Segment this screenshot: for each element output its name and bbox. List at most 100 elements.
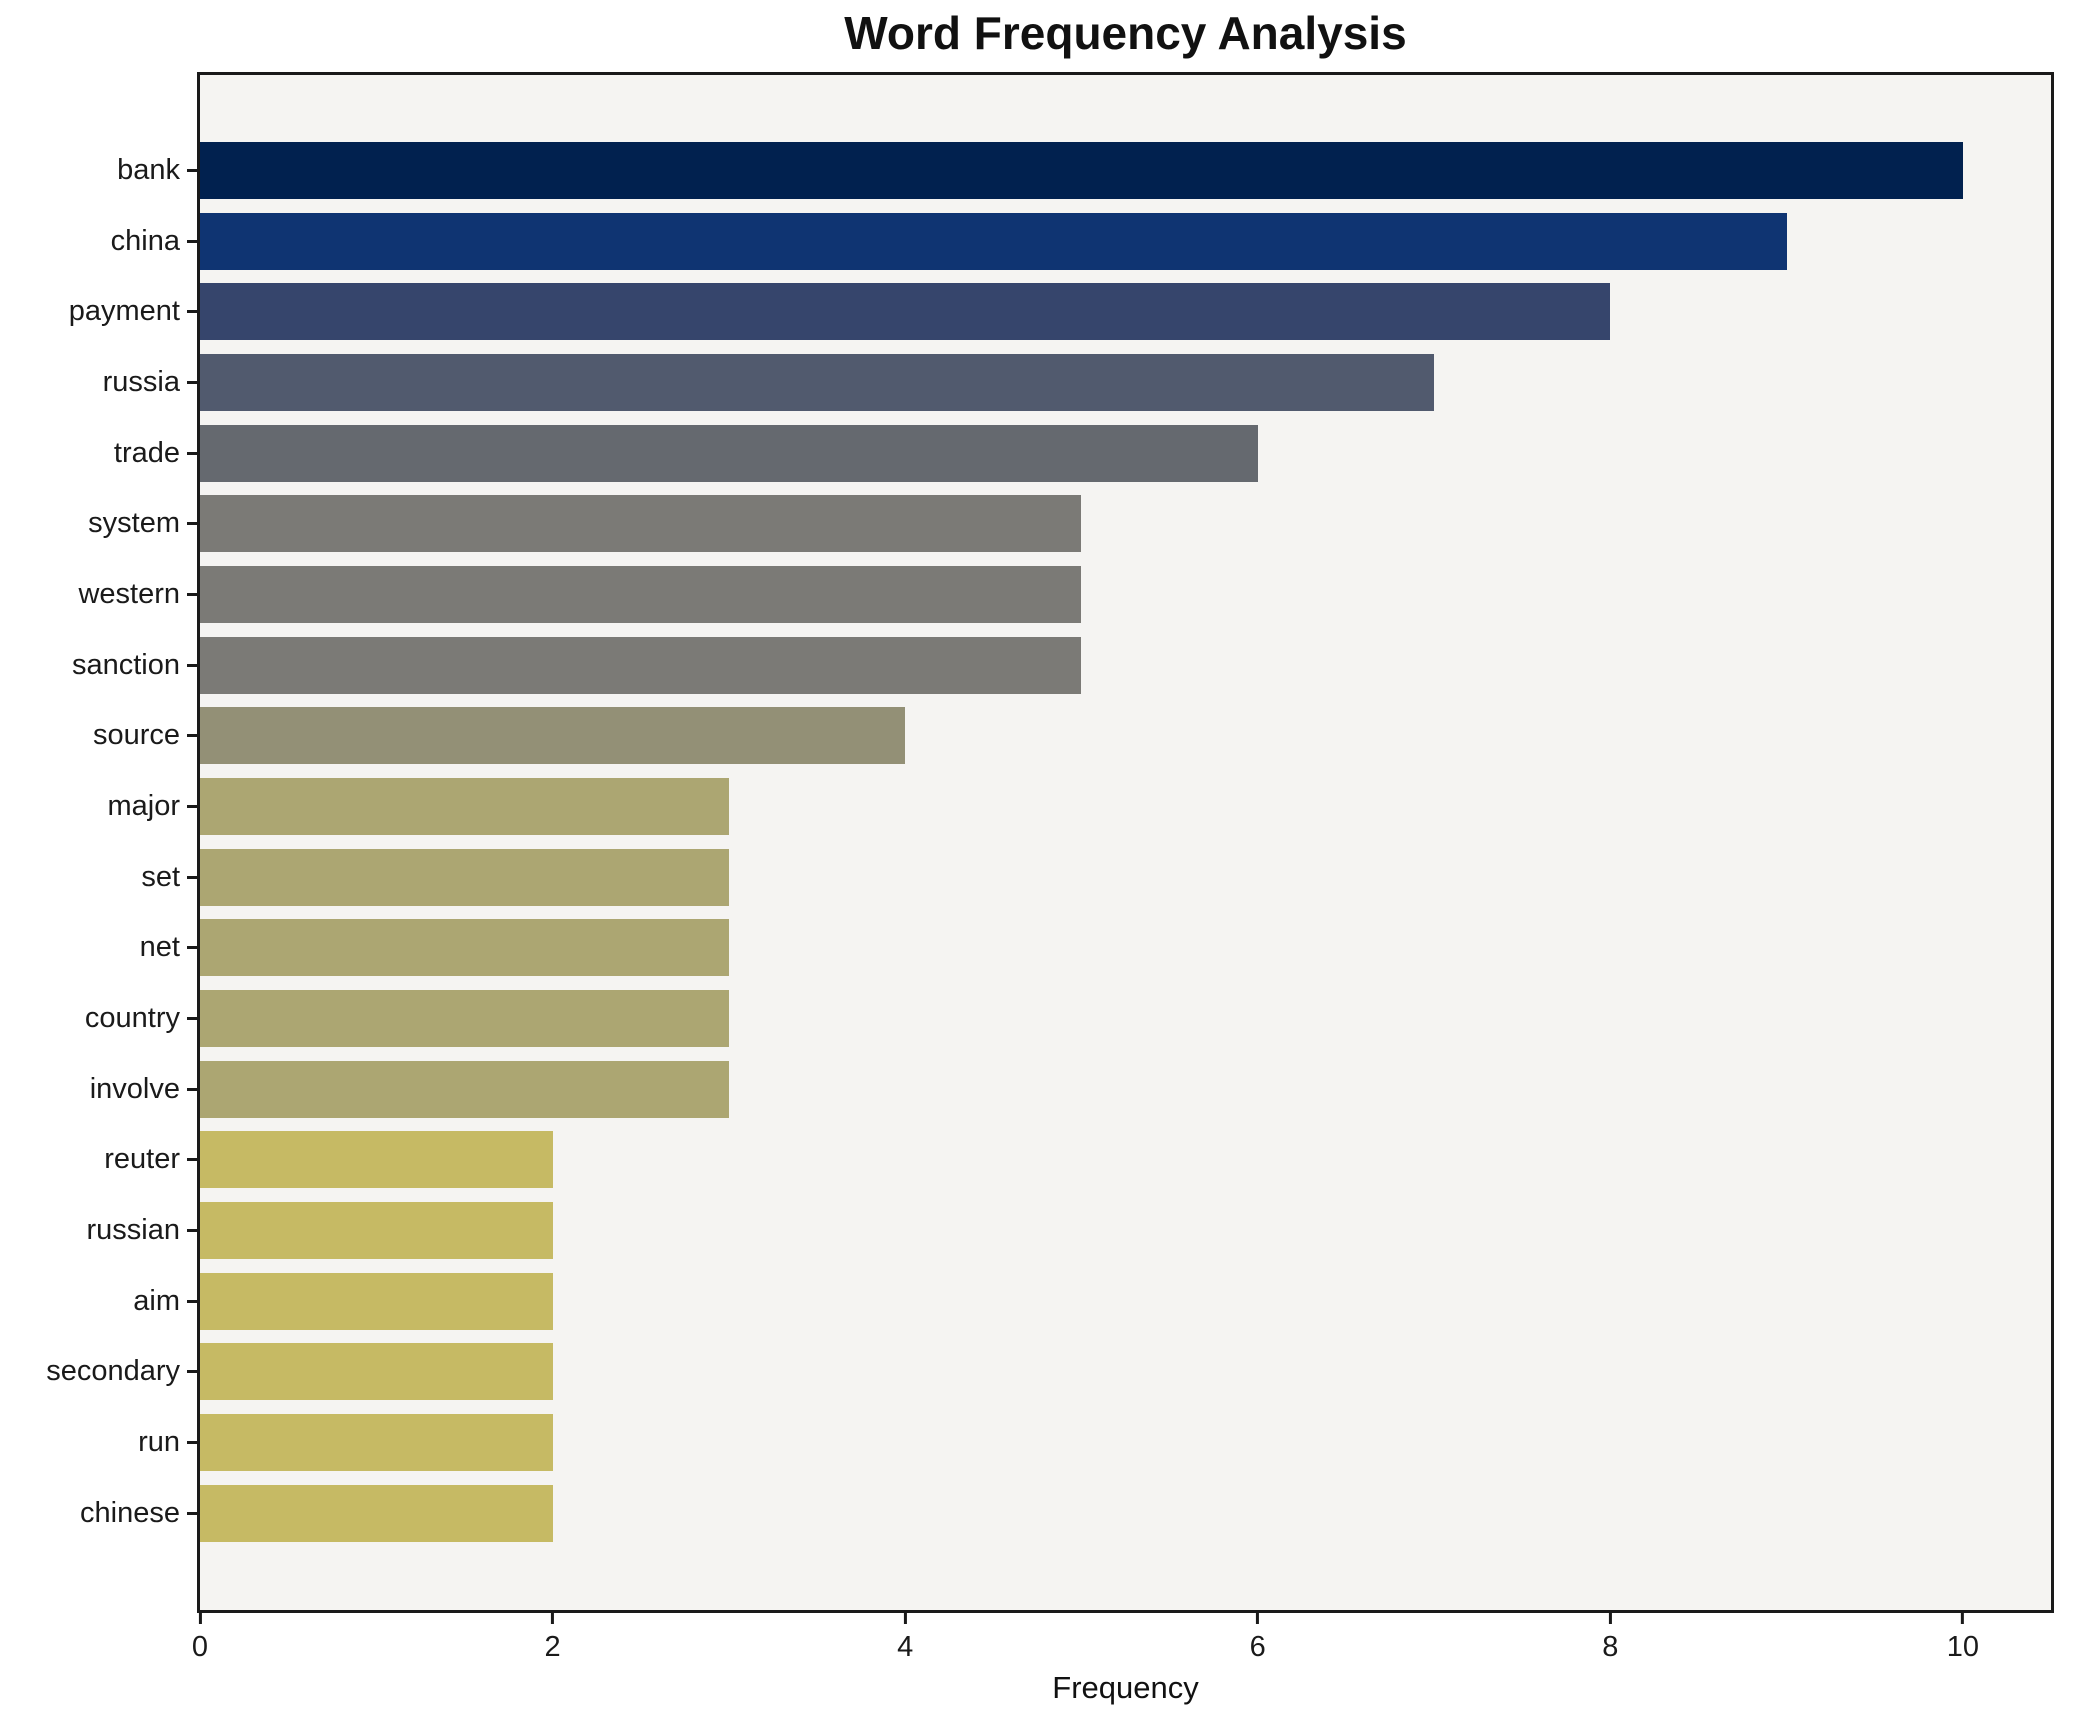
bar-western [200, 566, 1082, 624]
bar-sanction [200, 636, 1082, 694]
y-tick-mark [187, 310, 197, 314]
y-axis-labels: bank china payment russia trade system western… [0, 142, 197, 1542]
bar-row-secondary [200, 1343, 2051, 1401]
bar-row-payment [200, 283, 2051, 341]
y-tick-mark [187, 1158, 197, 1162]
y-axis-label-country: country [84, 1002, 180, 1035]
y-tick-mark [187, 239, 197, 243]
x-tick-6: 6 [1250, 1613, 1266, 1664]
bar-row-involve [200, 1060, 2051, 1118]
y-tick-mark [187, 381, 197, 385]
x-tick-mark [1256, 1613, 1260, 1624]
bar-net [200, 919, 729, 977]
bar-row-russia [200, 354, 2051, 412]
x-tick-8: 8 [1602, 1613, 1618, 1664]
y-axis-label-china: china [110, 224, 180, 257]
y-axis-label-row-run: run [0, 1414, 197, 1471]
x-tick-4: 4 [897, 1613, 913, 1664]
x-tick-0: 0 [192, 1613, 208, 1664]
y-axis-label-involve: involve [89, 1072, 180, 1105]
y-axis-label-chinese: chinese [80, 1496, 180, 1529]
y-axis-label-row-sanction: sanction [0, 637, 197, 694]
x-tick-mark [1608, 1613, 1612, 1624]
bar-trade [200, 424, 1258, 482]
bar-russia [200, 354, 1434, 412]
y-axis-label-secondary: secondary [46, 1355, 180, 1388]
x-axis-ticks: 0 2 4 6 8 10 [192, 1613, 2051, 1703]
bar-row-aim [200, 1272, 2051, 1330]
y-axis-label-sanction: sanction [71, 648, 180, 681]
y-axis-label-row-chinese: chinese [0, 1485, 197, 1542]
chart-title: Word Frequency Analysis [844, 7, 1407, 59]
x-tick-10: 10 [1947, 1613, 1979, 1664]
x-tick-label-0: 0 [191, 1631, 209, 1663]
y-axis-label-aim: aim [133, 1284, 180, 1317]
y-axis-label-row-secondary: secondary [0, 1343, 197, 1400]
y-axis-label-row-aim: aim [0, 1273, 197, 1330]
y-axis-label-row-set: set [0, 849, 197, 906]
y-axis-label-row-country: country [0, 990, 197, 1047]
y-axis-label-source: source [92, 719, 180, 752]
y-tick-mark [187, 875, 197, 879]
bar-row-source [200, 707, 2051, 765]
y-axis-label-payment: payment [68, 295, 180, 328]
bar-row-sanction [200, 636, 2051, 694]
bar-china [200, 212, 1787, 270]
bar-involve [200, 1060, 729, 1118]
bar-country [200, 990, 729, 1048]
bar-reuter [200, 1131, 553, 1189]
x-tick-label-6: 6 [1249, 1631, 1266, 1663]
y-axis-label-system: system [88, 507, 180, 540]
x-tick-label-2: 2 [544, 1631, 561, 1663]
bar-set [200, 848, 729, 906]
y-axis-label-trade: trade [113, 436, 180, 469]
y-axis-label-russia: russia [102, 366, 180, 399]
x-tick-2: 2 [544, 1613, 561, 1664]
bar-row-russian [200, 1202, 2051, 1260]
bar-row-western [200, 566, 2051, 624]
bar-secondary [200, 1343, 553, 1401]
y-axis-label-row-russia: russia [0, 354, 197, 411]
y-axis-label-row-system: system [0, 495, 197, 552]
y-axis-label-row-reuter: reuter [0, 1131, 197, 1188]
y-tick-mark [187, 169, 197, 172]
bar-row-bank [200, 142, 2051, 199]
y-axis-label-russian: russian [86, 1214, 181, 1247]
x-tick-label-10: 10 [1946, 1631, 1979, 1663]
y-tick-mark [187, 1229, 197, 1233]
bar-major [200, 778, 729, 836]
bar-system [200, 495, 1082, 553]
y-axis-label-western: western [78, 578, 180, 611]
y-axis-label-row-russian: russian [0, 1202, 197, 1259]
y-tick-mark [187, 1299, 197, 1303]
y-tick-mark [187, 1087, 197, 1091]
x-tick-mark [1961, 1613, 1965, 1624]
bar-source [200, 707, 906, 765]
bar-russian [200, 1202, 553, 1260]
x-tick-mark [551, 1613, 555, 1624]
y-axis-label-row-payment: payment [0, 283, 197, 340]
y-axis-label-row-net: net [0, 919, 197, 976]
y-tick-mark [187, 946, 197, 950]
y-axis-label-row-trade: trade [0, 425, 197, 482]
y-axis-label-row-major: major [0, 778, 197, 835]
y-axis-label-set: set [141, 860, 180, 893]
bar-row-run [200, 1414, 2051, 1472]
y-tick-mark [187, 1370, 197, 1374]
y-axis-label-row-china: china [0, 213, 197, 270]
y-axis-label-reuter: reuter [104, 1143, 180, 1176]
bar-row-chinese [200, 1484, 2051, 1542]
bar-aim [200, 1272, 553, 1330]
bar-row-set [200, 848, 2051, 906]
bar-bank [200, 142, 1963, 199]
y-axis-label-net: net [139, 931, 180, 964]
x-axis-title: Frequency [1052, 1670, 1199, 1705]
y-axis-label-row-source: source [0, 707, 197, 764]
y-axis-label-row-bank: bank [0, 142, 197, 199]
bar-row-trade [200, 424, 2051, 482]
y-tick-mark [187, 522, 197, 526]
x-tick-label-4: 4 [897, 1631, 914, 1663]
y-tick-mark [187, 1017, 197, 1021]
x-tick-mark [198, 1613, 202, 1624]
